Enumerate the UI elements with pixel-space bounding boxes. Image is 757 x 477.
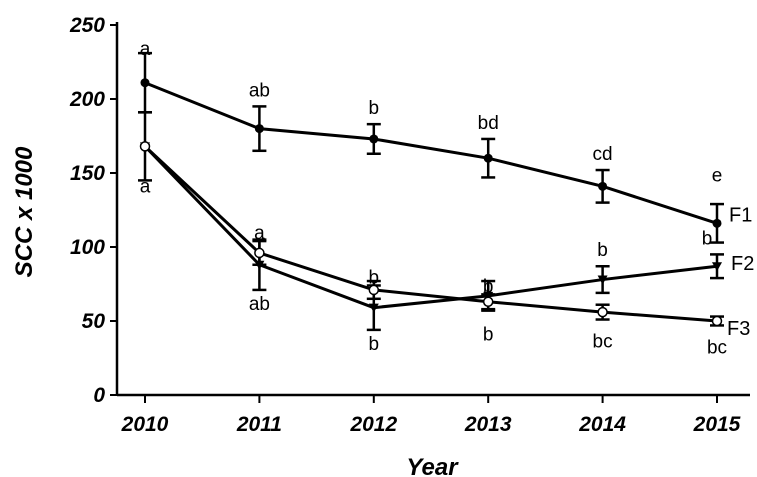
series-label-f1: F1 xyxy=(729,204,752,226)
series-layer xyxy=(138,51,724,332)
x-tick-label: 2014 xyxy=(578,413,626,436)
axes: 0 50 100 150 200 250 2010 2011 2012 2013 2014 2015 xyxy=(69,14,750,436)
x-axis-title: Year xyxy=(406,454,459,477)
significance-letter: a xyxy=(254,223,265,244)
data-point xyxy=(597,275,608,285)
x-tick-label: 2013 xyxy=(464,413,512,436)
data-point xyxy=(711,315,723,327)
x-tick-label: 2010 xyxy=(121,413,169,436)
significance-letter: b xyxy=(369,98,380,119)
series-f1 xyxy=(138,51,724,244)
x-tick-label: 2011 xyxy=(236,413,282,436)
x-tick-label: 2012 xyxy=(349,413,397,436)
data-point xyxy=(140,78,150,88)
significance-letter: ab xyxy=(249,294,270,315)
data-point xyxy=(368,284,380,296)
data-point xyxy=(369,134,379,144)
significance-letter: bd xyxy=(478,113,499,134)
series-line xyxy=(143,145,718,310)
data-point xyxy=(254,247,265,259)
series-line xyxy=(144,81,718,225)
significance-letter: a xyxy=(140,176,151,197)
significance-letter: bc xyxy=(593,332,613,353)
y-tick-label: 150 xyxy=(70,162,105,185)
significance-letter: e xyxy=(712,165,723,186)
data-point xyxy=(483,153,493,163)
significance-letter: b xyxy=(369,334,380,355)
data-point xyxy=(597,306,608,318)
data-point xyxy=(712,262,722,272)
y-tick-label: 50 xyxy=(82,310,106,333)
significance-letter: a xyxy=(140,39,151,60)
significance-letter: b xyxy=(702,228,713,249)
significance-letter: ab xyxy=(249,80,270,101)
series-label-f3: F3 xyxy=(727,318,750,340)
data-point xyxy=(482,296,494,308)
data-point xyxy=(598,181,608,191)
data-point xyxy=(712,218,722,228)
y-tick-label: 100 xyxy=(70,236,105,259)
y-tick-label: 200 xyxy=(69,88,105,111)
series-label-f2: F2 xyxy=(731,253,754,275)
significance-letter: b xyxy=(369,267,380,288)
y-axis-title: SCC x 1000 xyxy=(11,146,38,277)
data-point xyxy=(368,303,379,313)
y-tick-label: 0 xyxy=(93,384,105,407)
series-line xyxy=(143,145,718,323)
significance-letter: b xyxy=(483,325,494,346)
significance-letter: cd xyxy=(593,144,613,165)
y-tick-label: 250 xyxy=(69,14,105,37)
data-point xyxy=(139,141,151,152)
significance-letter: b xyxy=(483,276,494,297)
significance-letter: bc xyxy=(707,337,727,358)
significance-letter: b xyxy=(597,240,608,261)
data-point xyxy=(254,124,264,134)
x-tick-label: 2015 xyxy=(693,413,741,436)
series-f3 xyxy=(139,141,724,327)
